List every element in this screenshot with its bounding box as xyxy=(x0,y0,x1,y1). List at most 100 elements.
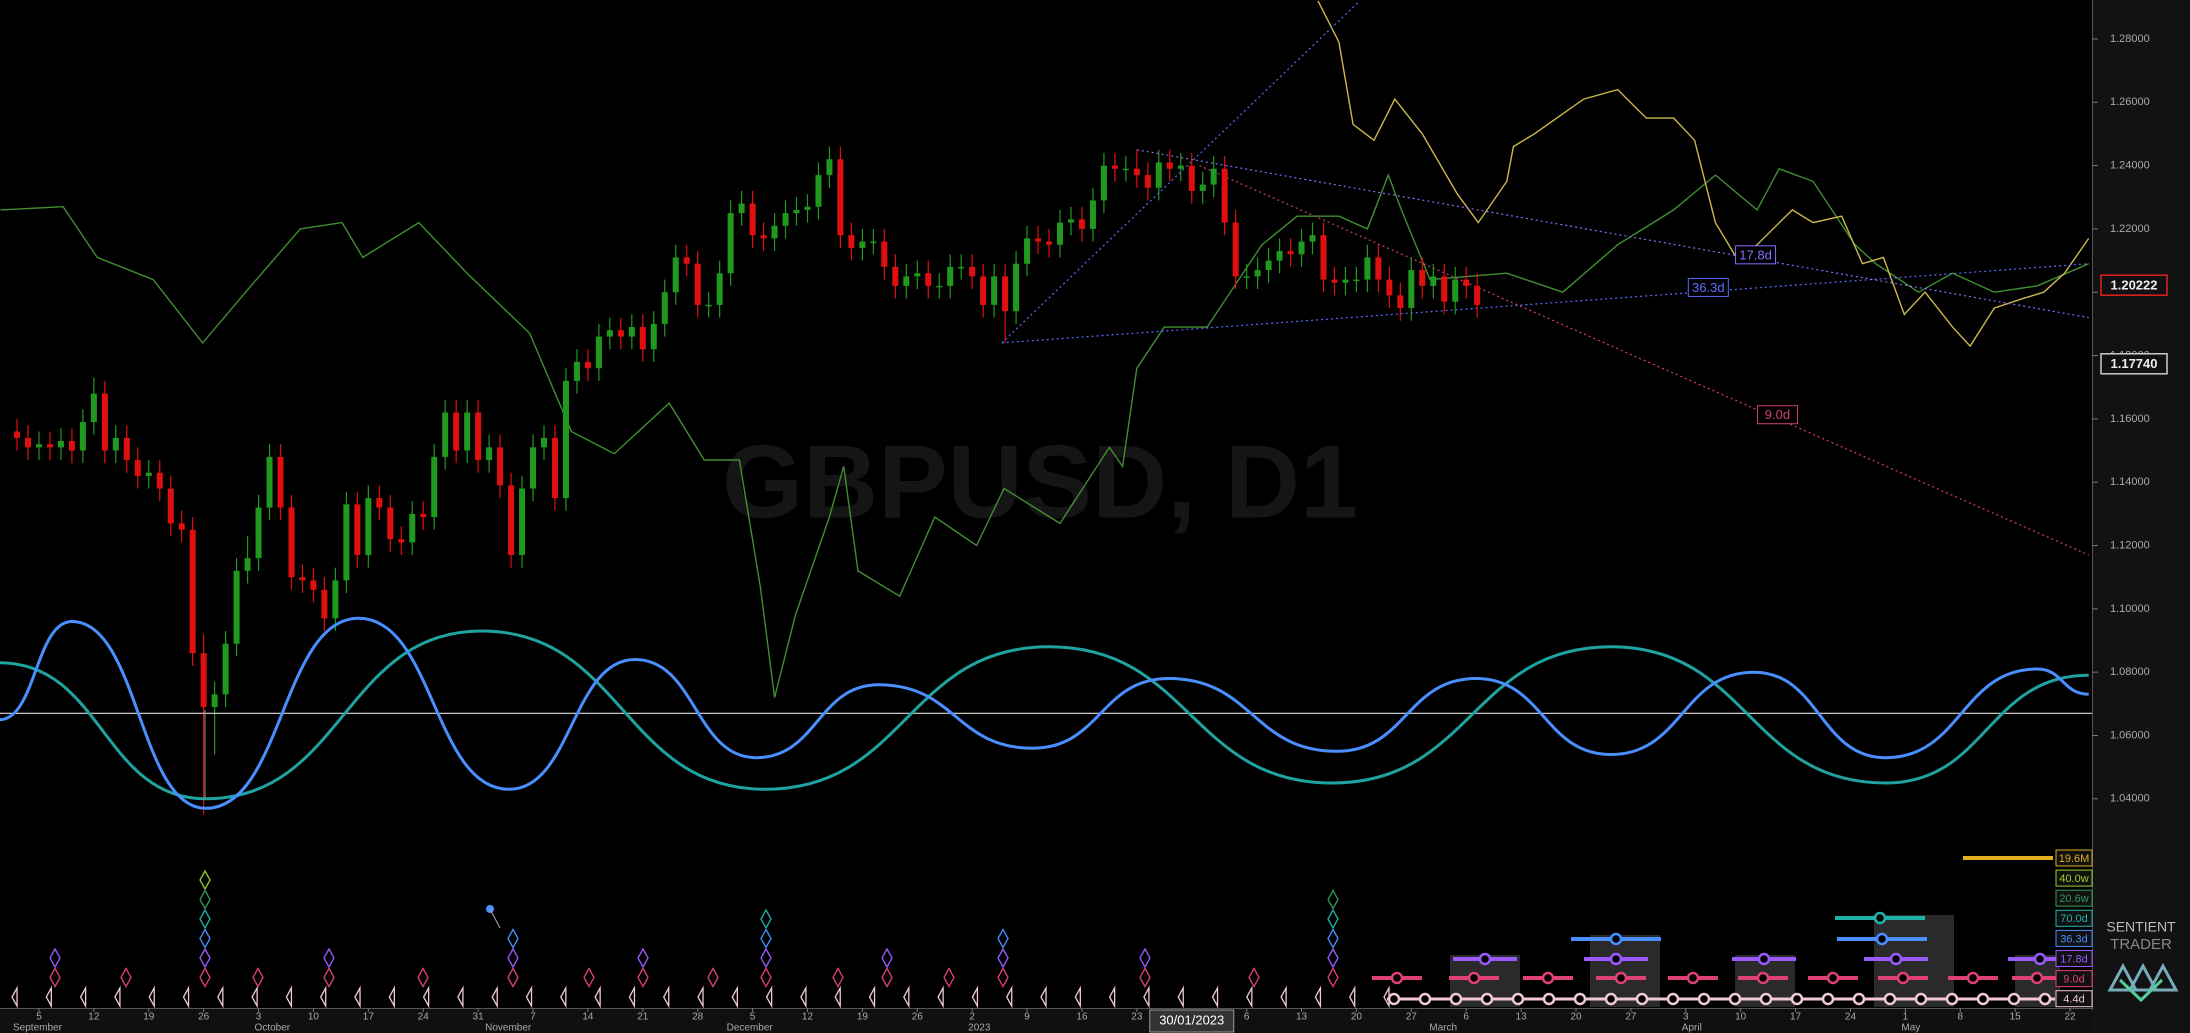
cycle-phase xyxy=(1511,992,1525,1006)
cycle-phase xyxy=(1609,932,1623,946)
candle-body xyxy=(969,266,976,277)
cycle-marker xyxy=(697,985,704,1009)
month-label: March xyxy=(1429,1023,1457,1033)
y-tick-label: 1.22000 xyxy=(2110,223,2150,235)
cycle-marker xyxy=(881,967,893,988)
cycle-phase xyxy=(2007,992,2021,1006)
y-tick-label: 1.28000 xyxy=(2110,33,2150,45)
x-tick-label: 28 xyxy=(692,1012,704,1023)
x-tick-label: 31 xyxy=(473,1012,485,1023)
cycle-phase xyxy=(1541,971,1555,985)
candle-body xyxy=(1024,238,1031,264)
candle-body xyxy=(167,488,174,524)
cycle-phase xyxy=(1852,992,1866,1006)
candle-body xyxy=(639,327,646,350)
cycle-marker xyxy=(285,985,293,1009)
x-tick-label: 12 xyxy=(88,1012,100,1023)
cycle-phase xyxy=(1945,992,1959,1006)
cycle-legend-box xyxy=(2055,950,2093,967)
cycle-marker xyxy=(323,967,335,988)
overlay-line xyxy=(1317,0,2090,348)
candle-body xyxy=(420,513,427,518)
x-tick-label: 12 xyxy=(802,1012,814,1023)
cycle-phase xyxy=(1387,992,1401,1006)
cycle-marker xyxy=(1248,967,1260,988)
candle-body xyxy=(793,209,800,214)
cycle-phase xyxy=(1759,992,1773,1006)
candle-body xyxy=(1089,200,1096,229)
cycle-marker xyxy=(354,985,361,1009)
cycle-marker xyxy=(881,947,893,969)
candle-body xyxy=(914,273,921,277)
cycle-marker xyxy=(1108,985,1116,1009)
brand-icon xyxy=(2107,962,2179,992)
cycle-phase xyxy=(1609,952,1623,966)
cycle-phase xyxy=(1821,992,1835,1006)
overlay-line xyxy=(0,167,2089,698)
cycle-marker xyxy=(800,985,807,1009)
cycle-marker xyxy=(422,985,430,1009)
cycle-marker xyxy=(637,967,649,988)
cycle-phase xyxy=(1790,992,1804,1006)
candle-body xyxy=(1002,276,1009,312)
x-tick-label: 13 xyxy=(1516,1012,1528,1023)
cycle-marker xyxy=(199,928,211,949)
cycle-legend-label: 36.3d xyxy=(2060,933,2088,945)
candle-body xyxy=(255,507,262,559)
cycle-marker xyxy=(997,928,1009,949)
candle-body xyxy=(1320,235,1327,280)
candle-body xyxy=(365,498,372,556)
candle-layer xyxy=(14,146,1481,815)
trend-label-box xyxy=(1756,405,1798,425)
cycle-marker xyxy=(1139,967,1151,988)
cycle-marker xyxy=(319,985,327,1009)
cycle-marker xyxy=(114,985,121,1009)
x-tick-label: 17 xyxy=(1790,1012,1802,1023)
cycle-marker xyxy=(525,985,533,1009)
x-tick-label: 1 xyxy=(1903,1012,1909,1023)
cycle-marker xyxy=(707,967,719,988)
y-tick-label: 1.12000 xyxy=(2110,539,2150,551)
cycle-marker xyxy=(1348,985,1356,1009)
cycle-legend-box xyxy=(2055,990,2093,1008)
candle-body xyxy=(1144,175,1151,188)
x-tick-label: 3 xyxy=(256,1012,262,1023)
cycle-marker xyxy=(199,947,211,969)
cycle-marker xyxy=(507,967,519,988)
candle-body xyxy=(1397,295,1404,309)
x-tick-label: 10 xyxy=(1735,1012,1747,1023)
candle-body xyxy=(24,437,31,448)
candle-body xyxy=(848,235,855,248)
cycle-phase xyxy=(1966,971,1980,985)
candle-body xyxy=(936,285,943,288)
cycle-marker xyxy=(11,985,18,1009)
cycle-legend-box xyxy=(2055,970,2093,988)
cycle-phase xyxy=(1542,992,1556,1006)
cycle-phase xyxy=(1686,971,1700,985)
candle-body xyxy=(233,570,240,644)
trend-label-box xyxy=(1735,245,1777,265)
y-tick-label: 1.26000 xyxy=(2110,96,2150,108)
month-label: May xyxy=(1901,1023,1920,1033)
x-tick-label: 17 xyxy=(363,1012,375,1023)
overlay-layer: 36.3d 17.8d 9.0d xyxy=(0,0,2090,698)
cycle-phase xyxy=(1635,992,1649,1006)
candle-body xyxy=(617,330,624,337)
candle-body xyxy=(925,273,932,286)
candle-body xyxy=(1177,165,1184,169)
candle-body xyxy=(1035,238,1042,242)
candle-body xyxy=(1056,222,1063,245)
month-label: November xyxy=(485,1023,532,1033)
cycle-legend-label: 40.0w xyxy=(2059,873,2088,885)
y-tick-label: 1.06000 xyxy=(2110,729,2150,741)
candle-body xyxy=(1232,222,1239,277)
candle-body xyxy=(1353,279,1360,282)
cycle-legend-label: 20.6w xyxy=(2059,893,2088,905)
watermark-layer: GBPUSD, D1 xyxy=(722,424,1358,540)
candle-body xyxy=(859,241,866,248)
cycle-marker xyxy=(760,967,772,988)
cycle-marker xyxy=(628,985,636,1009)
x-tick-label: 21 xyxy=(637,1012,649,1023)
cycle-legend-label: 4.4d xyxy=(2063,994,2084,1006)
